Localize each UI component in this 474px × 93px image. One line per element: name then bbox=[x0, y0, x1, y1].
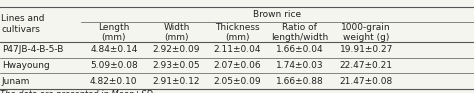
Text: Lines and
cultivars: Lines and cultivars bbox=[1, 14, 45, 35]
Text: P47JB-4-B-5-B: P47JB-4-B-5-B bbox=[2, 45, 63, 54]
Text: The data are presented in Mean±SD.: The data are presented in Mean±SD. bbox=[0, 90, 155, 93]
Text: 2.07±0.06: 2.07±0.06 bbox=[213, 61, 261, 70]
Text: 5.09±0.08: 5.09±0.08 bbox=[90, 61, 137, 70]
Text: 1000-grain
weight (g): 1000-grain weight (g) bbox=[341, 23, 391, 42]
Text: 22.47±0.21: 22.47±0.21 bbox=[340, 61, 392, 70]
Text: 1.66±0.04: 1.66±0.04 bbox=[276, 45, 324, 54]
Text: Hwayoung: Hwayoung bbox=[2, 61, 50, 70]
Text: 2.91±0.12: 2.91±0.12 bbox=[153, 77, 201, 86]
Text: 4.82±0.10: 4.82±0.10 bbox=[90, 77, 137, 86]
Text: Thickness
(mm): Thickness (mm) bbox=[215, 23, 259, 42]
Text: Brown rice: Brown rice bbox=[253, 10, 301, 19]
Text: 2.92±0.09: 2.92±0.09 bbox=[153, 45, 201, 54]
Text: Junam: Junam bbox=[2, 77, 30, 86]
Text: 1.66±0.88: 1.66±0.88 bbox=[276, 77, 324, 86]
Text: 4.84±0.14: 4.84±0.14 bbox=[90, 45, 137, 54]
Text: 1.74±0.03: 1.74±0.03 bbox=[276, 61, 324, 70]
Text: 2.11±0.04: 2.11±0.04 bbox=[213, 45, 261, 54]
Text: 2.05±0.09: 2.05±0.09 bbox=[213, 77, 261, 86]
Text: Width
(mm): Width (mm) bbox=[164, 23, 190, 42]
Text: Ratio of
length/width: Ratio of length/width bbox=[271, 23, 328, 42]
Text: 2.93±0.05: 2.93±0.05 bbox=[153, 61, 201, 70]
Text: 19.91±0.27: 19.91±0.27 bbox=[339, 45, 393, 54]
Text: Length
(mm): Length (mm) bbox=[98, 23, 129, 42]
Text: 21.47±0.08: 21.47±0.08 bbox=[339, 77, 393, 86]
